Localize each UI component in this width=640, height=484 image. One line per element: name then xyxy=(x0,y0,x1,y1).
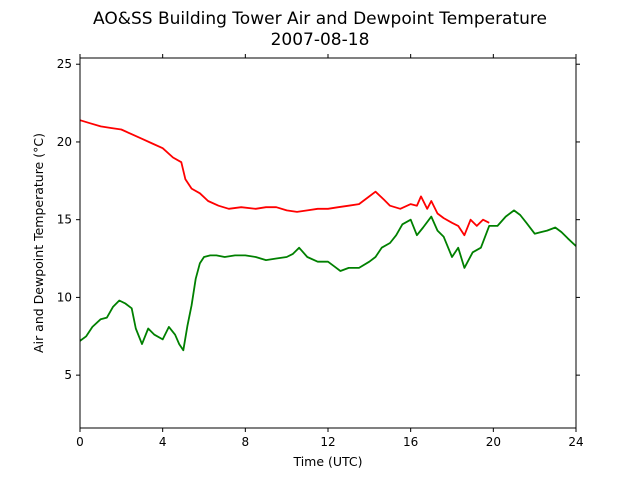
x-tick-label: 8 xyxy=(242,435,250,449)
x-axis-label: Time (UTC) xyxy=(292,454,362,469)
series-line-1 xyxy=(79,209,577,352)
y-axis-ticks: 5 10 15 20 25 xyxy=(57,57,580,382)
plot-area xyxy=(80,58,576,428)
y-axis-label: Air and Dewpoint Temperature (°C) xyxy=(31,133,46,353)
y-tick-label: 20 xyxy=(57,135,72,149)
chart-title: AO&SS Building Tower Air and Dewpoint Te… xyxy=(93,9,547,29)
chart-subtitle-date: 2007-08-18 xyxy=(271,30,370,50)
x-axis-ticks: 0 4 8 12 16 20 24 xyxy=(76,54,584,449)
x-tick-label: 24 xyxy=(568,435,583,449)
series-layer xyxy=(79,119,577,352)
y-tick-label: 5 xyxy=(64,368,72,382)
plot-frame xyxy=(79,57,577,429)
series-line-0 xyxy=(79,119,490,237)
x-tick-label: 12 xyxy=(320,435,335,449)
x-tick-label: 4 xyxy=(159,435,167,449)
y-tick-label: 10 xyxy=(57,290,72,304)
x-tick-label: 0 xyxy=(76,435,84,449)
x-tick-label: 16 xyxy=(403,435,418,449)
y-tick-label: 15 xyxy=(57,213,72,227)
x-tick-label: 20 xyxy=(486,435,501,449)
y-tick-label: 25 xyxy=(57,57,72,71)
